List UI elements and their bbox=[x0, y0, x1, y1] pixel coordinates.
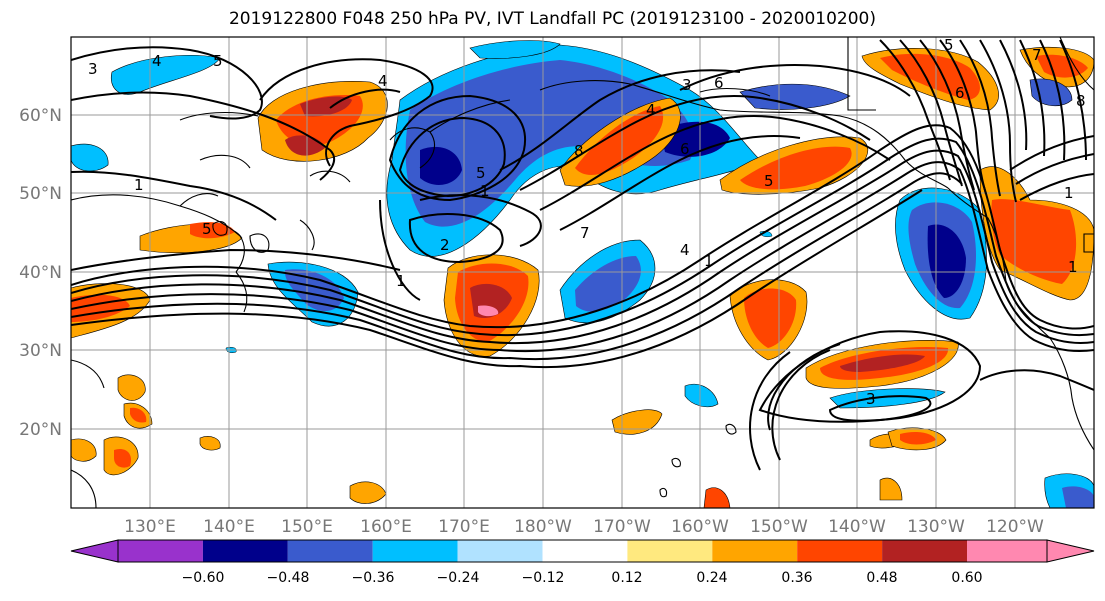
contour-label: 8 bbox=[574, 142, 584, 160]
lat-tick-label: 40°N bbox=[19, 263, 62, 283]
lon-tick-label: 150°W bbox=[750, 517, 808, 537]
pv-anomaly-negative bbox=[110, 55, 221, 95]
colorbar-segment bbox=[542, 540, 628, 562]
lat-tick-label: 30°N bbox=[19, 341, 62, 361]
colorbar-tick-label: −0.36 bbox=[352, 570, 395, 586]
contour-label: 1 bbox=[1064, 184, 1074, 202]
colorbar-outline bbox=[117, 539, 1048, 563]
contour-label: 5 bbox=[202, 220, 212, 238]
colorbar-segment bbox=[202, 540, 288, 562]
colorbar-segment bbox=[118, 540, 203, 562]
colorbar-segment bbox=[882, 540, 967, 562]
lon-tick-label: 170°E bbox=[438, 517, 490, 537]
colorbar-segment bbox=[627, 540, 713, 562]
lon-tick-label: 140°W bbox=[828, 517, 886, 537]
colorbar-tick-label: 0.24 bbox=[696, 570, 727, 586]
lon-tick-label: 130°W bbox=[907, 517, 965, 537]
contour-label: 4 bbox=[378, 72, 388, 90]
lon-tick-label: 180°W bbox=[514, 517, 572, 537]
colorbar-segment bbox=[712, 540, 798, 562]
colorbar-segment bbox=[797, 540, 883, 562]
map-title: 2019122800 F048 250 hPa PV, IVT Landfall… bbox=[228, 9, 876, 29]
colorbar-tick-label: 0.36 bbox=[781, 570, 812, 586]
contour-label: 6 bbox=[714, 74, 724, 92]
lat-tick-label: 60°N bbox=[19, 106, 62, 126]
contour-label: 4 bbox=[680, 241, 690, 259]
contour-label: 7 bbox=[580, 224, 590, 242]
lon-tick-label: 130°E bbox=[124, 517, 176, 537]
contour-label: 4 bbox=[646, 101, 656, 119]
colorbar-tick-label: 0.12 bbox=[611, 570, 642, 586]
contour-label: 5 bbox=[476, 164, 486, 182]
lat-tick-label: 20°N bbox=[19, 420, 62, 440]
colorbar-segment bbox=[372, 540, 458, 562]
lat-tick-label: 50°N bbox=[19, 184, 62, 204]
colorbar-tick-label: 0.60 bbox=[951, 570, 982, 586]
map-frame bbox=[70, 36, 1095, 509]
contour-label: 3 bbox=[682, 76, 692, 94]
colorbar-tick-label: 0.48 bbox=[866, 570, 897, 586]
contour-label: 1 bbox=[1068, 258, 1078, 276]
contour-label: 1 bbox=[480, 182, 490, 200]
contour-label: 7 bbox=[1032, 46, 1042, 64]
lon-tick-label: 140°E bbox=[203, 517, 255, 537]
contour-label: 5 bbox=[764, 172, 774, 190]
lat-tick-labels: 20°N 30°N 40°N 50°N 60°N bbox=[19, 106, 62, 440]
colorbar-tick-label: −0.60 bbox=[182, 570, 225, 586]
colorbar-tick-label: −0.48 bbox=[267, 570, 310, 586]
contour-label: 6 bbox=[955, 84, 965, 102]
colorbar-segment bbox=[287, 540, 373, 562]
colorbar-tick-label: −0.24 bbox=[437, 570, 480, 586]
contour-label: 1 bbox=[396, 272, 406, 290]
gridlines bbox=[71, 37, 1094, 508]
contour-label: 3 bbox=[866, 390, 876, 408]
pv-contours bbox=[71, 39, 1094, 471]
lon-tick-label: 160°E bbox=[360, 517, 412, 537]
colorbar-segment bbox=[967, 540, 1047, 562]
colorbar-segment bbox=[457, 540, 543, 562]
contour-label: 6 bbox=[680, 140, 690, 158]
contour-label: 1 bbox=[134, 176, 144, 194]
contour-label: 5 bbox=[213, 52, 223, 70]
colorbar-extend-low bbox=[70, 539, 119, 563]
contour-label: 5 bbox=[944, 36, 954, 54]
colorbar: −0.60 −0.48 −0.36 −0.24 −0.12 0.12 0.24 … bbox=[70, 539, 1095, 586]
colorbar-tick-label: −0.12 bbox=[522, 570, 565, 586]
colorbar-extend-high bbox=[1046, 539, 1095, 563]
contour-label: 2 bbox=[440, 236, 450, 254]
contour-label: 1 bbox=[704, 252, 714, 270]
contour-label: 4 bbox=[152, 52, 162, 70]
contour-label: 8 bbox=[1076, 92, 1086, 110]
lon-tick-labels: 130°E 140°E 150°E 160°E 170°E 180°W 170°… bbox=[124, 517, 1044, 537]
contour-labels: 3 4 5 4 3 6 7 5 6 8 4 8 6 5 7 1 5 2 5 1 … bbox=[88, 36, 1086, 408]
lon-tick-label: 160°W bbox=[671, 517, 729, 537]
lon-tick-label: 120°W bbox=[986, 517, 1044, 537]
lon-tick-label: 150°E bbox=[281, 517, 333, 537]
contour-label: 3 bbox=[88, 60, 98, 78]
lon-tick-label: 170°W bbox=[593, 517, 651, 537]
